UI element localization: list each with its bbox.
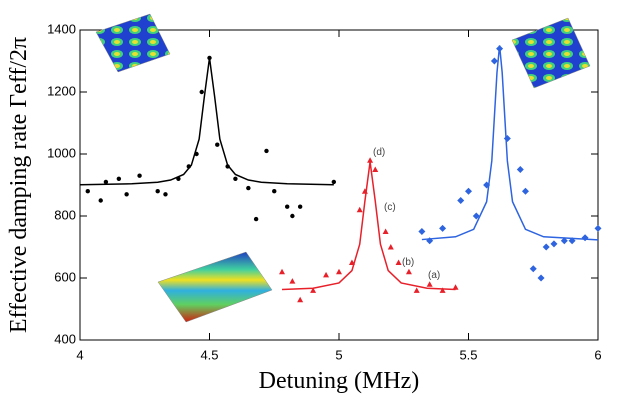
data-point (246, 185, 251, 191)
data-point (264, 148, 269, 154)
data-point (336, 268, 342, 275)
data-point (103, 179, 109, 185)
data-point (253, 216, 259, 222)
data-point (310, 287, 317, 293)
data-point (581, 234, 589, 242)
data-point (457, 197, 465, 204)
data-point (289, 278, 296, 284)
data-point (426, 237, 434, 245)
x-tick-label: 5 (335, 347, 342, 362)
data-point (361, 188, 368, 194)
data-point (542, 243, 550, 251)
plot-area (79, 13, 599, 341)
data-point (215, 142, 220, 147)
data-point (496, 45, 504, 53)
data-point (418, 228, 426, 235)
data-point (163, 192, 168, 197)
x-tick-label: 4.5 (200, 347, 218, 362)
fit-line (421, 45, 599, 241)
data-point (348, 259, 355, 265)
frame (79, 29, 599, 341)
x-tick-label: 4 (76, 347, 83, 362)
data-point (331, 179, 337, 185)
x-axis-label: Detuning (MHz) (259, 368, 420, 394)
data-point (186, 164, 191, 169)
data-point (323, 271, 330, 278)
y-tick-label: 400 (54, 331, 76, 346)
data-point (285, 204, 290, 209)
fit-line (79, 57, 334, 186)
y-tick-label: 1000 (47, 145, 76, 160)
data-point (483, 181, 491, 189)
x-tick-label: 5.5 (459, 347, 477, 362)
x-tick-label: 6 (594, 347, 601, 362)
data-point (98, 198, 103, 203)
data-point (272, 189, 277, 194)
data-point (155, 189, 160, 194)
data-point (405, 268, 412, 275)
annotation: (a) (428, 270, 440, 281)
inset-image (157, 251, 273, 323)
y-axis-label: Effective damping rate Γeff/2π (6, 37, 32, 333)
data-point (426, 281, 433, 287)
data-point (225, 164, 230, 169)
annotation: (b) (402, 257, 414, 268)
data-point (207, 55, 212, 61)
data-point (395, 259, 402, 265)
data-point (199, 89, 204, 95)
data-point (413, 287, 420, 293)
data-point (279, 268, 286, 275)
annotation: (d) (373, 147, 385, 158)
data-point (465, 187, 472, 195)
data-point (387, 244, 394, 250)
data-point (529, 265, 537, 273)
data-point (194, 151, 199, 157)
data-point (137, 173, 142, 178)
data-point (516, 166, 524, 173)
data-point (537, 274, 545, 282)
data-point (297, 296, 304, 303)
y-tick-label: 600 (54, 269, 76, 284)
data-point (568, 237, 576, 245)
data-point (297, 204, 303, 209)
data-point (176, 176, 181, 181)
data-point (290, 213, 295, 219)
data-point (521, 187, 529, 195)
data-point (356, 206, 363, 213)
data-point (490, 57, 498, 65)
y-tick-label: 800 (54, 207, 76, 222)
inset-image (511, 17, 591, 89)
data-point (85, 189, 90, 194)
data-point (472, 212, 480, 220)
data-point (560, 237, 568, 245)
data-point (594, 224, 602, 232)
data-point (233, 176, 238, 181)
data-point (452, 284, 459, 290)
y-tick-label: 1400 (47, 21, 76, 36)
data-point (124, 192, 129, 197)
y-tick-label: 1200 (47, 83, 76, 98)
annotation: (c) (384, 202, 396, 213)
data-point (503, 135, 511, 142)
data-point (116, 176, 122, 181)
data-point (439, 224, 447, 232)
data-point (372, 166, 379, 172)
data-point (550, 240, 558, 248)
data-point (367, 157, 374, 163)
inset-image (95, 13, 171, 73)
data-point (382, 228, 389, 234)
data-point (439, 287, 446, 293)
